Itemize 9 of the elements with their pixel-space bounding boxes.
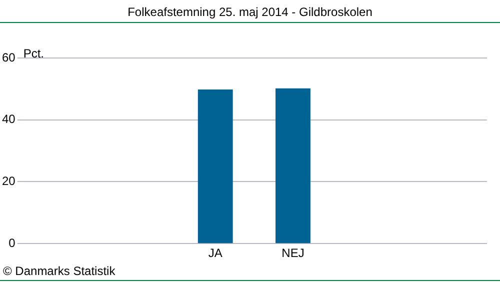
- y-tick-label: 20: [2, 174, 16, 188]
- x-tick-label: JA: [208, 246, 222, 260]
- y-tick-label: 0: [8, 236, 16, 250]
- y-axis-title: Pct.: [23, 46, 44, 60]
- text: © Danmarks Statistik: [3, 264, 116, 278]
- y-tick-label: 60: [2, 50, 16, 64]
- x-tick-label: NEJ: [282, 246, 304, 260]
- y-tick-label: 40: [2, 112, 16, 126]
- chart-title: Folkeafstemning 25. maj 2014 - Gildbroskolen: [126, 5, 374, 19]
